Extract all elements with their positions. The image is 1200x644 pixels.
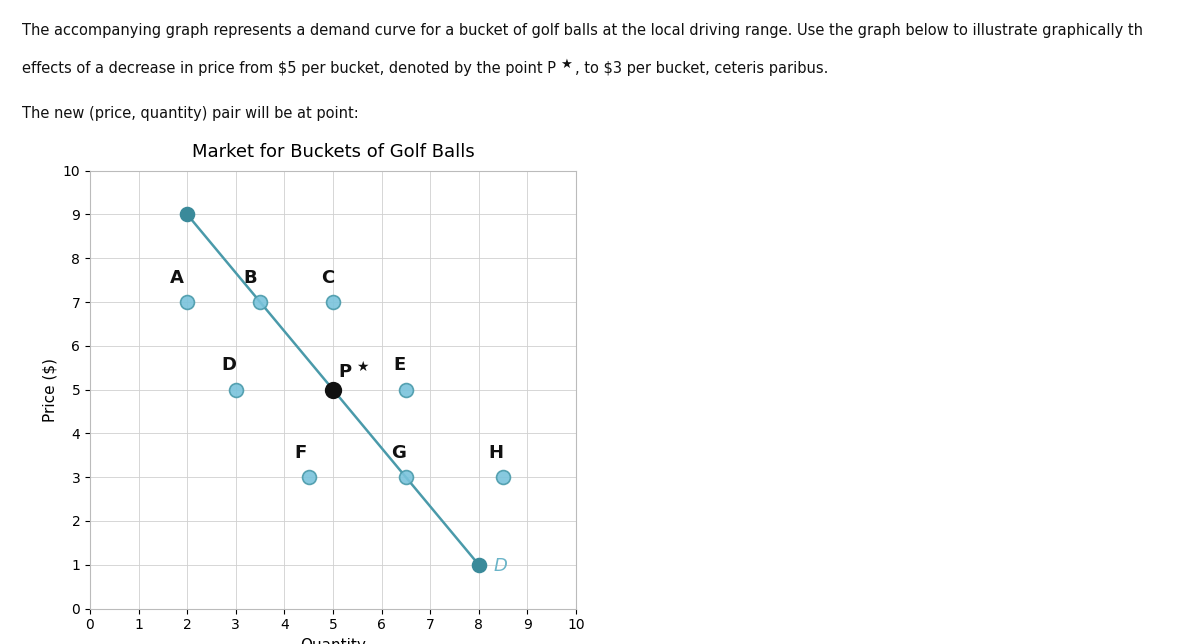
Text: P: P <box>338 363 352 381</box>
Point <box>227 384 246 395</box>
Text: H: H <box>488 444 504 462</box>
Text: effects of a decrease in price from $5 per bucket, denoted by the point P: effects of a decrease in price from $5 p… <box>22 61 556 76</box>
Text: A: A <box>170 269 184 287</box>
Text: , to $3 per bucket, ceteris paribus.: , to $3 per bucket, ceteris paribus. <box>575 61 828 76</box>
Text: ★: ★ <box>356 360 368 374</box>
Point <box>251 297 270 307</box>
Point <box>299 472 318 482</box>
Point <box>178 297 197 307</box>
Title: Market for Buckets of Golf Balls: Market for Buckets of Golf Balls <box>192 143 474 161</box>
Point <box>396 384 415 395</box>
Point <box>469 560 488 570</box>
Text: The new (price, quantity) pair will be at point:: The new (price, quantity) pair will be a… <box>22 106 359 121</box>
Point <box>324 297 343 307</box>
Text: F: F <box>294 444 306 462</box>
Point <box>493 472 512 482</box>
X-axis label: Quantity: Quantity <box>300 638 366 644</box>
Point <box>324 384 343 395</box>
Text: ★: ★ <box>560 58 572 71</box>
Text: D: D <box>493 557 508 575</box>
Text: C: C <box>320 269 334 287</box>
Point <box>178 209 197 220</box>
Text: E: E <box>394 356 406 374</box>
Text: D: D <box>221 356 236 374</box>
Text: G: G <box>391 444 406 462</box>
Point <box>396 472 415 482</box>
Y-axis label: Price ($): Price ($) <box>42 357 58 422</box>
Text: B: B <box>244 269 257 287</box>
Text: The accompanying graph represents a demand curve for a bucket of golf balls at t: The accompanying graph represents a dema… <box>22 23 1142 37</box>
